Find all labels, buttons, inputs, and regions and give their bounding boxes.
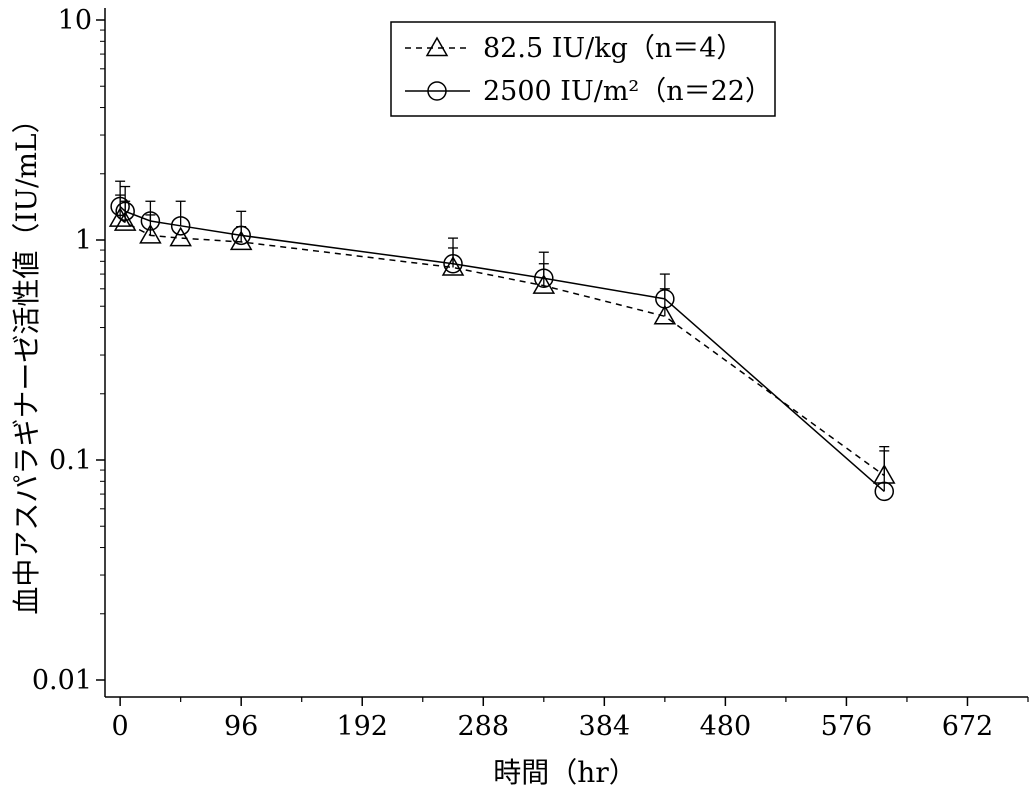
data-point bbox=[169, 226, 192, 247]
y-tick-label: 10 bbox=[58, 5, 92, 36]
x-tick-label: 0 bbox=[112, 711, 129, 742]
x-tick-label: 384 bbox=[579, 711, 631, 742]
series-line bbox=[119, 218, 885, 477]
legend-marker bbox=[427, 81, 447, 101]
legend-marker bbox=[425, 36, 449, 57]
legend-label: 82.5 IU/kg（n＝4） bbox=[483, 33, 743, 64]
x-tick-label: 672 bbox=[942, 711, 994, 742]
x-axis-title: 時間（hr） bbox=[493, 756, 636, 789]
series-2 bbox=[110, 180, 895, 502]
data-point bbox=[441, 255, 465, 276]
data-point bbox=[534, 268, 554, 289]
data-point bbox=[655, 289, 675, 309]
data-point bbox=[170, 216, 191, 236]
x-tick-label: 96 bbox=[224, 711, 258, 742]
y-tick-label: 0.01 bbox=[32, 665, 92, 696]
x-tick-label: 192 bbox=[336, 711, 388, 742]
series-layer bbox=[108, 180, 896, 502]
x-tick-label: 480 bbox=[700, 711, 752, 742]
data-point bbox=[110, 196, 130, 217]
data-point bbox=[874, 481, 895, 502]
data-point bbox=[443, 253, 463, 274]
x-tick-label: 576 bbox=[821, 711, 873, 742]
x-tick-label: 288 bbox=[458, 711, 510, 742]
series-1 bbox=[108, 194, 896, 484]
y-tick-label: 1 bbox=[75, 225, 92, 256]
y-tick-label: 0.1 bbox=[49, 445, 92, 476]
data-point bbox=[653, 304, 677, 325]
data-point bbox=[532, 274, 556, 294]
legend-label: 2500 IU/m²（n＝22） bbox=[483, 76, 772, 107]
data-point bbox=[231, 225, 251, 246]
data-point bbox=[113, 211, 137, 231]
y-axis-title: 血中アスパラギナーゼ活性値（IU/mL） bbox=[10, 105, 43, 614]
data-point bbox=[229, 230, 253, 251]
data-point bbox=[140, 211, 161, 231]
legend-box bbox=[390, 21, 776, 117]
data-point bbox=[108, 207, 132, 227]
data-point bbox=[139, 223, 162, 244]
data-point bbox=[115, 201, 135, 222]
legend: 82.5 IU/kg（n＝4） 2500 IU/m²（n＝22） bbox=[390, 21, 776, 117]
axes: 0 96 192 288 384 480 576 672 10 1 0.1 0.01 bbox=[32, 5, 1029, 742]
